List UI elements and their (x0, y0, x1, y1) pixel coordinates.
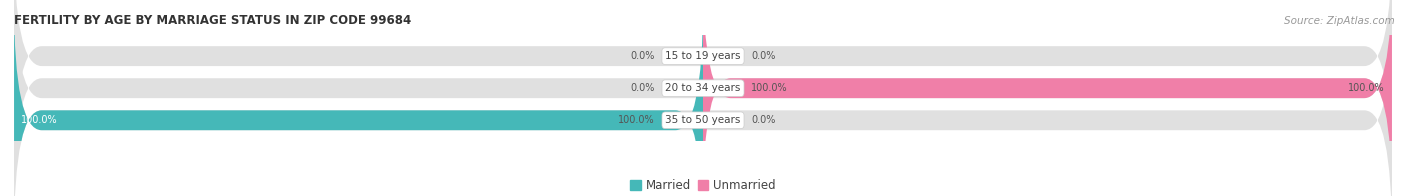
FancyBboxPatch shape (14, 0, 1392, 196)
FancyBboxPatch shape (14, 0, 1392, 174)
Text: 100.0%: 100.0% (21, 115, 58, 125)
Text: 20 to 34 years: 20 to 34 years (665, 83, 741, 93)
Text: 0.0%: 0.0% (751, 115, 776, 125)
Legend: Married, Unmarried: Married, Unmarried (626, 174, 780, 196)
Text: FERTILITY BY AGE BY MARRIAGE STATUS IN ZIP CODE 99684: FERTILITY BY AGE BY MARRIAGE STATUS IN Z… (14, 14, 412, 27)
Text: 100.0%: 100.0% (751, 83, 787, 93)
Text: 0.0%: 0.0% (630, 83, 655, 93)
Text: 100.0%: 100.0% (619, 115, 655, 125)
Text: 100.0%: 100.0% (1348, 83, 1385, 93)
Text: 15 to 19 years: 15 to 19 years (665, 51, 741, 61)
Text: 0.0%: 0.0% (751, 51, 776, 61)
FancyBboxPatch shape (14, 2, 1392, 196)
FancyBboxPatch shape (703, 0, 1392, 196)
Text: 0.0%: 0.0% (630, 51, 655, 61)
Text: 35 to 50 years: 35 to 50 years (665, 115, 741, 125)
Text: Source: ZipAtlas.com: Source: ZipAtlas.com (1284, 16, 1395, 26)
FancyBboxPatch shape (14, 2, 703, 196)
